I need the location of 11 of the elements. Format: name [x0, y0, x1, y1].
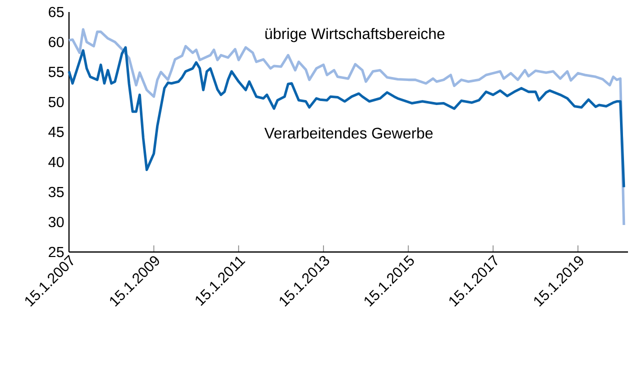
y-tick-label: 60	[48, 36, 64, 48]
y-tick-label: 45	[48, 126, 64, 138]
y-tick-label: 30	[48, 216, 64, 228]
y-tick-label: 65	[48, 6, 64, 18]
y-tick-label: 55	[48, 66, 64, 78]
y-tick-label: 40	[48, 156, 64, 168]
y-tick-label: 35	[48, 186, 64, 198]
y-tick-label: 50	[48, 96, 64, 108]
series-label: übrige Wirtschaftsbereiche	[265, 28, 444, 42]
y-tick-label: 25	[48, 246, 64, 258]
series-label: Verarbeitendes Gewerbe	[264, 127, 433, 139]
